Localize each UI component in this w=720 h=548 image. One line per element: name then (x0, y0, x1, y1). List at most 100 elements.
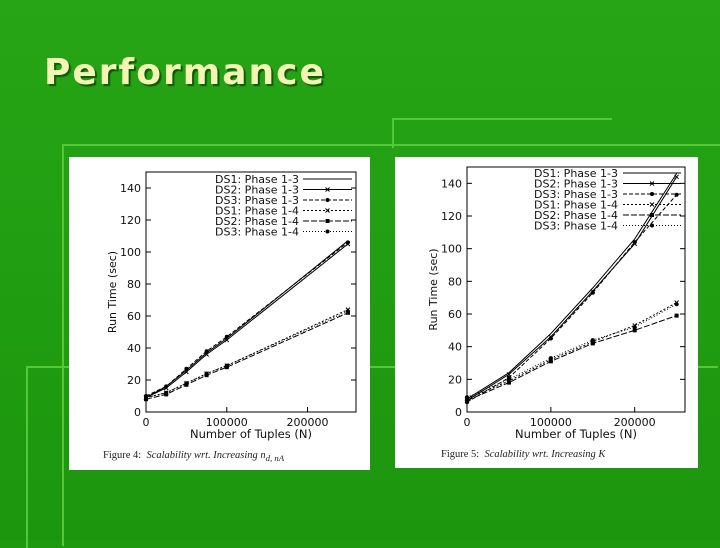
y-tick-label: 80 (448, 275, 462, 288)
x-axis-label: Number of Tuples (N) (515, 427, 637, 441)
data-point (632, 240, 637, 245)
legend-label: DS1: Phase 1-4 (534, 199, 618, 212)
y-tick-label: 120 (120, 214, 141, 227)
data-point (674, 302, 679, 307)
data-point (345, 240, 350, 245)
data-point (590, 341, 595, 346)
slide-title: Performance (44, 52, 326, 93)
caption-text: Scalability wrt. Increasing n (146, 450, 266, 461)
y-tick-label: 40 (448, 341, 462, 354)
data-point (184, 381, 189, 386)
x-tick-label: 100000 (206, 416, 248, 429)
data-point (224, 337, 230, 343)
series-line (466, 302, 677, 400)
y-tick-label: 0 (455, 406, 462, 419)
series-line (145, 312, 349, 400)
data-point (548, 359, 553, 364)
legend-marker (325, 229, 330, 234)
data-point (632, 328, 637, 333)
data-point (164, 384, 169, 389)
y-tick-label: 100 (120, 246, 141, 259)
legend-marker (650, 223, 654, 228)
data-point (345, 309, 350, 314)
legend-label: DS3: Phase 1-4 (215, 226, 299, 239)
y-tick-label: 0 (134, 406, 141, 419)
data-point (144, 395, 148, 400)
figure-4: 0 20 40 60 80 100 120 140 0 100000 200000 Number of… (69, 157, 370, 470)
legend-marker (650, 192, 654, 196)
legend-label: DS2: Phase 1-4 (215, 215, 299, 228)
legend-marker (325, 198, 330, 202)
caption-label: Figure 4: (103, 450, 142, 461)
y-axis-label: Run Time (sec) (106, 251, 119, 333)
data-point (506, 380, 511, 385)
y-tick-label: 140 (441, 177, 462, 190)
figure-5: 0 20 40 60 80 100 120 140 0 100000 200000 Number of… (395, 157, 698, 468)
data-point (204, 352, 209, 357)
decor-frame-inner (62, 144, 720, 546)
y-tick-label: 60 (127, 310, 141, 323)
y-axis-label: Run Time (sec) (427, 248, 440, 330)
decor-frame-outer (26, 366, 718, 548)
caption-label: Figure 5: (441, 449, 480, 460)
data-point (674, 313, 679, 318)
x-tick-label: 100000 (530, 416, 572, 429)
data-point (548, 336, 553, 341)
legend-marker (650, 213, 654, 217)
data-point (548, 356, 553, 361)
data-point (184, 366, 189, 371)
legend-marker (649, 202, 655, 207)
y-tick-label: 60 (448, 308, 462, 321)
series-line (145, 243, 349, 399)
y-tick-label: 100 (441, 243, 462, 256)
legend-label: DS3: Phase 1-3 (534, 188, 618, 201)
figure-5-caption: Figure 5: Scalability wrt. Increasing K (441, 449, 605, 460)
series-line (145, 242, 349, 397)
legend-label: DS1: Phase 1-3 (534, 167, 618, 180)
x-axis-label: Number of Tuples (N) (190, 427, 312, 441)
data-point (590, 338, 595, 343)
data-point (224, 334, 229, 339)
caption-text: Scalability wrt. Increasing K (484, 449, 606, 460)
x-tick-label: 0 (464, 416, 471, 429)
data-point (674, 174, 679, 180)
decor-line-horizontal (392, 118, 612, 120)
data-point (632, 325, 637, 330)
legend-marker (325, 208, 330, 213)
y-tick-label: 120 (441, 210, 462, 223)
series-line (466, 176, 678, 402)
data-point (204, 371, 209, 376)
data-point (590, 290, 595, 295)
series-line (145, 309, 349, 399)
y-tick-label: 20 (127, 374, 141, 387)
data-point (465, 395, 469, 400)
legend-marker (325, 219, 330, 223)
legend-label: DS2: Phase 1-3 (534, 178, 618, 191)
legend-label: DS3: Phase 1-4 (534, 220, 618, 233)
x-tick-label: 0 (143, 416, 150, 429)
legend-marker (649, 181, 655, 186)
legend-label: DS1: Phase 1-4 (215, 205, 299, 218)
data-point (674, 192, 679, 197)
plot-frame (466, 166, 686, 413)
x-tick-label: 200000 (614, 416, 656, 429)
legend-label: DS2: Phase 1-3 (215, 184, 299, 197)
series-line (466, 315, 677, 402)
data-point (204, 349, 209, 354)
legend-label: DS2: Phase 1-4 (534, 209, 618, 222)
decor-line-vertical (392, 118, 394, 148)
data-point (164, 390, 169, 395)
series-line (145, 310, 349, 399)
legend-label: DS1: Phase 1-3 (215, 173, 299, 186)
caption-subscript: d, nA (265, 453, 285, 464)
data-point (224, 363, 229, 368)
plot-frame (145, 171, 357, 413)
data-point (506, 377, 511, 382)
series-line (466, 173, 678, 400)
x-tick-label: 200000 (287, 416, 329, 429)
series-line (145, 240, 349, 399)
y-tick-label: 80 (127, 278, 141, 291)
data-point (184, 369, 189, 375)
